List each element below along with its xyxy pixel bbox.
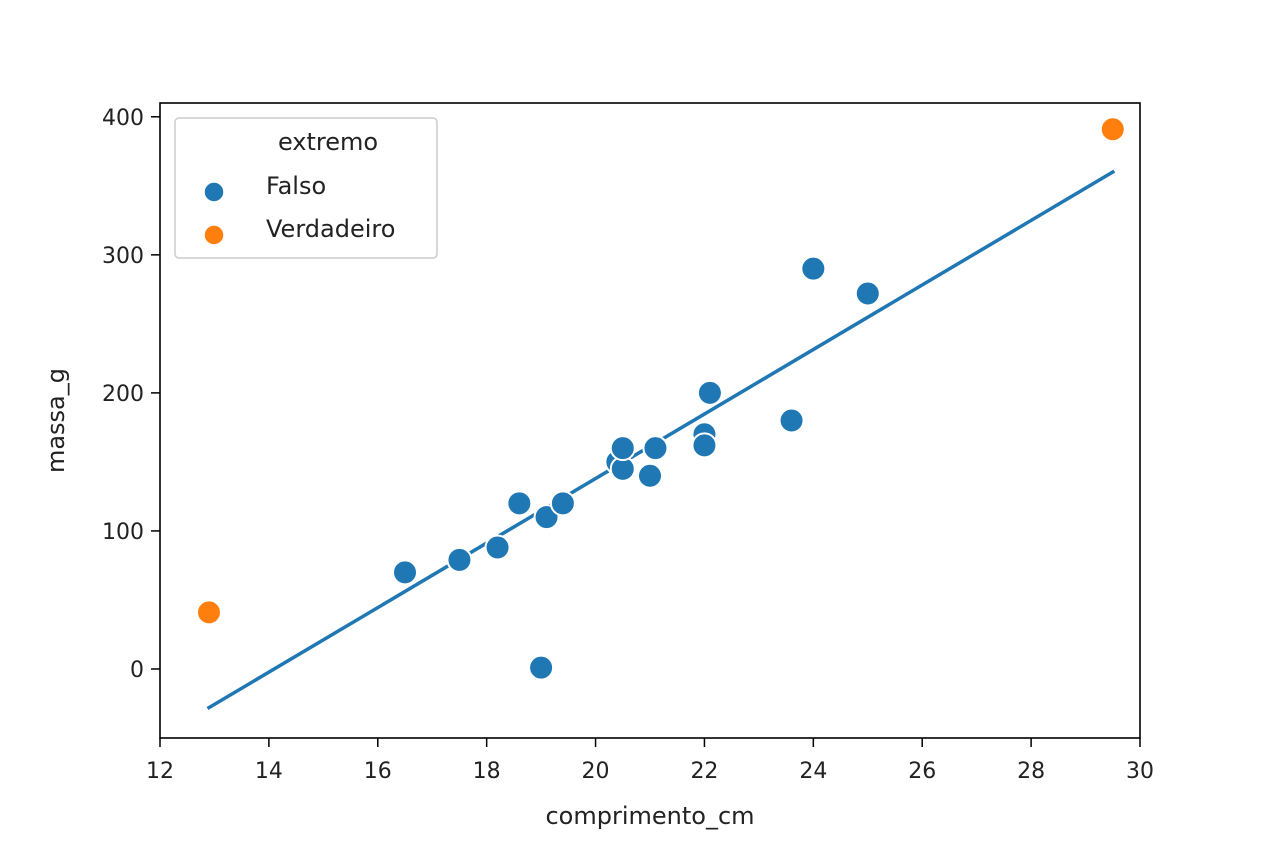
legend: extremo Falso Verdadeiro: [174, 117, 438, 259]
data-point-falso: [800, 255, 827, 282]
x-tick-label: 16: [364, 759, 392, 784]
data-point-verdadeiro: [196, 599, 222, 626]
data-point-verdadeiro: [1099, 116, 1126, 143]
x-axis-label: comprimento_cm: [545, 802, 754, 830]
data-point-falso: [691, 432, 718, 459]
data-point-falso: [854, 280, 881, 307]
data-point-falso: [446, 546, 473, 573]
data-point-falso: [549, 490, 576, 517]
y-axis-label: massa_g: [42, 368, 70, 473]
x-tick-label: 12: [146, 759, 174, 784]
x-tick-label: 20: [582, 759, 610, 784]
x-tick-label: 24: [799, 759, 827, 784]
y-tick-label: 100: [102, 520, 144, 545]
legend-marker-verdadeiro: [203, 224, 225, 246]
y-tick-label: 400: [102, 106, 144, 131]
legend-marker-falso: [203, 181, 225, 203]
points-layer: [196, 116, 1126, 681]
x-tick-label: 22: [690, 759, 718, 784]
y-tick-label: 200: [102, 382, 144, 407]
x-tick-label: 14: [255, 759, 283, 784]
data-point-falso: [484, 534, 511, 561]
data-point-falso: [506, 490, 533, 517]
data-point-falso: [528, 654, 555, 681]
data-point-falso: [392, 559, 418, 586]
legend-label-falso: Falso: [266, 172, 326, 200]
legend-label-verdadeiro: Verdadeiro: [266, 215, 395, 243]
legend-title: extremo: [278, 128, 378, 156]
x-tick-label: 26: [908, 759, 936, 784]
data-point-falso: [778, 407, 805, 434]
x-tick-label: 30: [1126, 759, 1154, 784]
data-point-falso: [642, 435, 669, 462]
data-point-falso: [609, 435, 636, 462]
plot-frame: [159, 102, 1141, 739]
legend-box: [174, 117, 438, 259]
y-tick-label: 300: [102, 244, 144, 269]
y-tick-label: 0: [130, 658, 144, 683]
data-point-falso: [637, 462, 663, 489]
x-tick-label: 18: [473, 759, 501, 784]
data-point-falso: [696, 379, 723, 406]
x-tick-label: 28: [1017, 759, 1045, 784]
